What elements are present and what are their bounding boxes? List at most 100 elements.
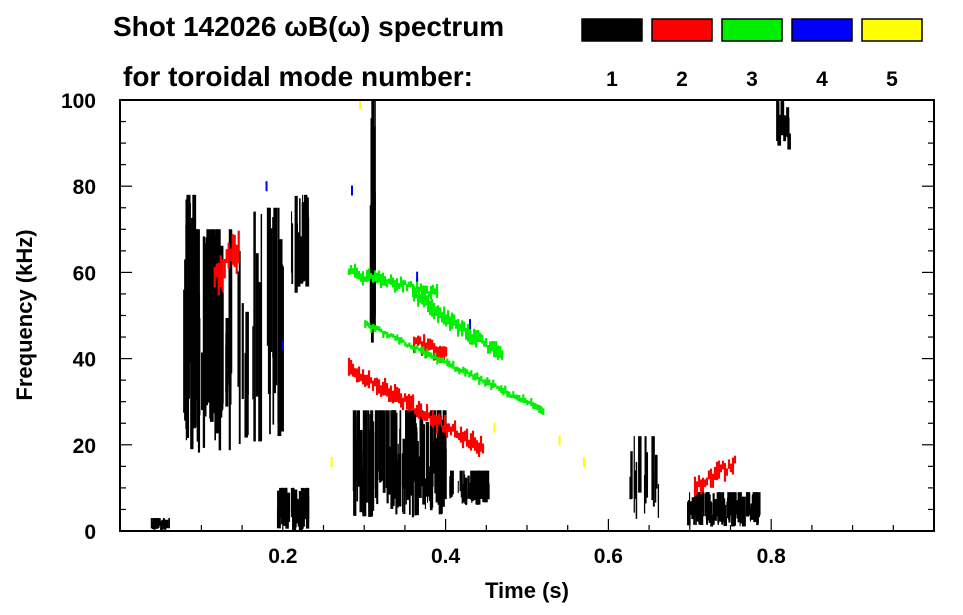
ridge-mark xyxy=(479,332,482,343)
spectral-mark xyxy=(151,522,155,530)
ridge-mark xyxy=(483,340,486,347)
mode-ridge xyxy=(347,357,485,458)
spectral-mark xyxy=(720,505,724,523)
ridge-mark xyxy=(494,383,497,388)
spectral-mark xyxy=(359,451,363,513)
spectral-mark xyxy=(269,228,273,352)
ridge-mark xyxy=(447,423,451,432)
ridge-mark xyxy=(235,244,238,274)
spectral-mark xyxy=(296,235,299,282)
ridge-mark xyxy=(417,286,421,299)
spectral-mark xyxy=(277,207,280,422)
ridge-mark xyxy=(719,464,723,473)
ridge-mark xyxy=(419,403,423,418)
ridge-mark xyxy=(440,358,443,364)
spectral-mark xyxy=(460,481,463,492)
ridge-mark xyxy=(445,314,448,327)
ridge-mark xyxy=(413,408,417,415)
ridge-mark xyxy=(347,357,351,376)
spectral-mark xyxy=(777,102,780,141)
ridge-mark xyxy=(419,293,422,303)
ridge-mark xyxy=(427,412,431,419)
spectral-mark xyxy=(738,500,741,521)
spectral-mark xyxy=(196,286,200,442)
ridge-mark xyxy=(473,328,476,345)
spectral-mark xyxy=(724,504,727,518)
ridge-mark xyxy=(387,388,391,402)
legend-swatch-mode-2 xyxy=(651,18,713,42)
ridge-mark xyxy=(403,280,407,285)
ridge-mark xyxy=(395,386,399,402)
spectral-mark xyxy=(285,501,289,524)
ridge-mark xyxy=(495,341,498,358)
ridge-mark xyxy=(408,342,411,347)
ridge-mark xyxy=(431,410,435,428)
spectral-mark xyxy=(415,432,418,493)
spectral-mark xyxy=(717,511,720,523)
spectral-mark xyxy=(735,492,737,515)
spectral-mark xyxy=(411,437,414,518)
ridge-mark xyxy=(347,268,351,275)
ridge-mark xyxy=(429,338,432,350)
ridge-mark xyxy=(349,360,353,375)
ridge-mark xyxy=(398,337,401,345)
ridge-mark xyxy=(393,280,397,293)
ridge-mark xyxy=(392,334,395,338)
spectral-mark xyxy=(654,473,657,503)
spectral-mark xyxy=(786,107,790,137)
spectral-mark xyxy=(269,268,271,435)
spectral-mark xyxy=(258,282,262,442)
spectral-mark xyxy=(225,345,229,407)
y-tick-label: 100 xyxy=(61,90,96,113)
ridge-mark xyxy=(378,326,381,332)
ridge-mark xyxy=(415,278,419,293)
spectral-mark xyxy=(380,410,384,481)
spectral-mark xyxy=(437,410,442,505)
ridge-mark xyxy=(380,328,383,333)
spectral-mark xyxy=(277,495,280,521)
ridge-mark xyxy=(452,360,455,369)
ridge-mark xyxy=(455,430,459,439)
spectral-mark xyxy=(407,410,410,472)
spectral-mark xyxy=(461,484,464,504)
mode-ridge xyxy=(413,285,504,360)
ridge-mark xyxy=(481,334,484,344)
ridge-mark xyxy=(423,334,426,352)
series-mode-4 xyxy=(265,181,472,351)
ridge-mark xyxy=(433,288,437,295)
ridge-mark xyxy=(219,255,222,288)
spectral-mark xyxy=(370,118,373,287)
ridge-mark xyxy=(388,334,391,338)
ridge-mark xyxy=(501,350,504,360)
ridge-mark xyxy=(402,339,405,343)
ridge-mark xyxy=(441,312,444,323)
spectral-mark xyxy=(278,239,283,362)
spectral-mark xyxy=(295,498,299,524)
spectral-mark xyxy=(740,505,745,524)
ridge-mark xyxy=(727,459,731,469)
spectral-mark xyxy=(362,410,366,492)
legend: 1 2 3 4 5 xyxy=(581,18,923,91)
ridge-mark xyxy=(477,442,481,458)
ridge-mark xyxy=(411,283,415,298)
spectrogram-data xyxy=(150,99,791,531)
spectral-mark xyxy=(202,236,206,448)
ridge-mark xyxy=(449,316,452,331)
spectral-mark xyxy=(390,410,393,474)
series-mode-2 xyxy=(213,230,737,497)
ridge-mark xyxy=(437,347,440,360)
spectral-mark xyxy=(283,489,286,520)
ridge-mark xyxy=(365,270,369,282)
ridge-mark xyxy=(444,360,447,364)
ridge-mark xyxy=(374,325,377,333)
spectral-mark xyxy=(362,467,366,514)
ridge-mark xyxy=(473,437,477,451)
ridge-mark xyxy=(500,385,503,394)
spectral-mark xyxy=(429,410,434,508)
spectral-region xyxy=(230,207,284,445)
spectral-mark xyxy=(707,496,709,520)
ridge-mark xyxy=(465,428,469,447)
ridge-mark xyxy=(351,268,355,274)
spectral-mark xyxy=(195,362,197,428)
ridge-mark xyxy=(471,430,475,448)
